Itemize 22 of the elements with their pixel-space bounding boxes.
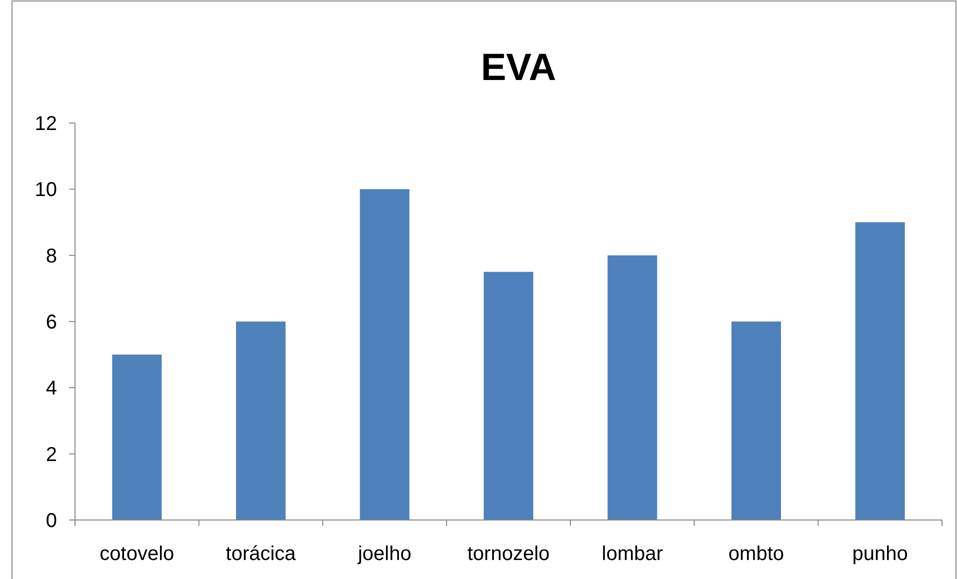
chart-title: EVA — [480, 47, 556, 89]
bar — [360, 189, 410, 520]
x-tick-label: ombto — [728, 543, 784, 565]
bar — [236, 322, 286, 520]
bar — [112, 354, 162, 520]
x-tick-label: tornozelo — [467, 543, 550, 565]
y-tick-label: 6 — [46, 312, 57, 334]
y-tick-label: 10 — [34, 179, 57, 202]
x-tick-label: joelho — [356, 543, 412, 565]
bar — [731, 322, 781, 520]
x-tick-label: lombar — [602, 543, 664, 565]
bar — [608, 255, 658, 520]
y-tick-label: 8 — [46, 245, 57, 268]
bar — [484, 272, 534, 520]
x-tick-label: punho — [852, 543, 908, 565]
bar — [855, 222, 905, 520]
y-tick-label: 12 — [34, 113, 57, 135]
y-tick-label: 4 — [46, 378, 57, 400]
y-tick-label: 0 — [46, 510, 57, 532]
x-tick-label: torácica — [226, 543, 297, 565]
y-tick-label: 2 — [46, 444, 57, 466]
x-tick-label: cotovelo — [100, 543, 174, 565]
